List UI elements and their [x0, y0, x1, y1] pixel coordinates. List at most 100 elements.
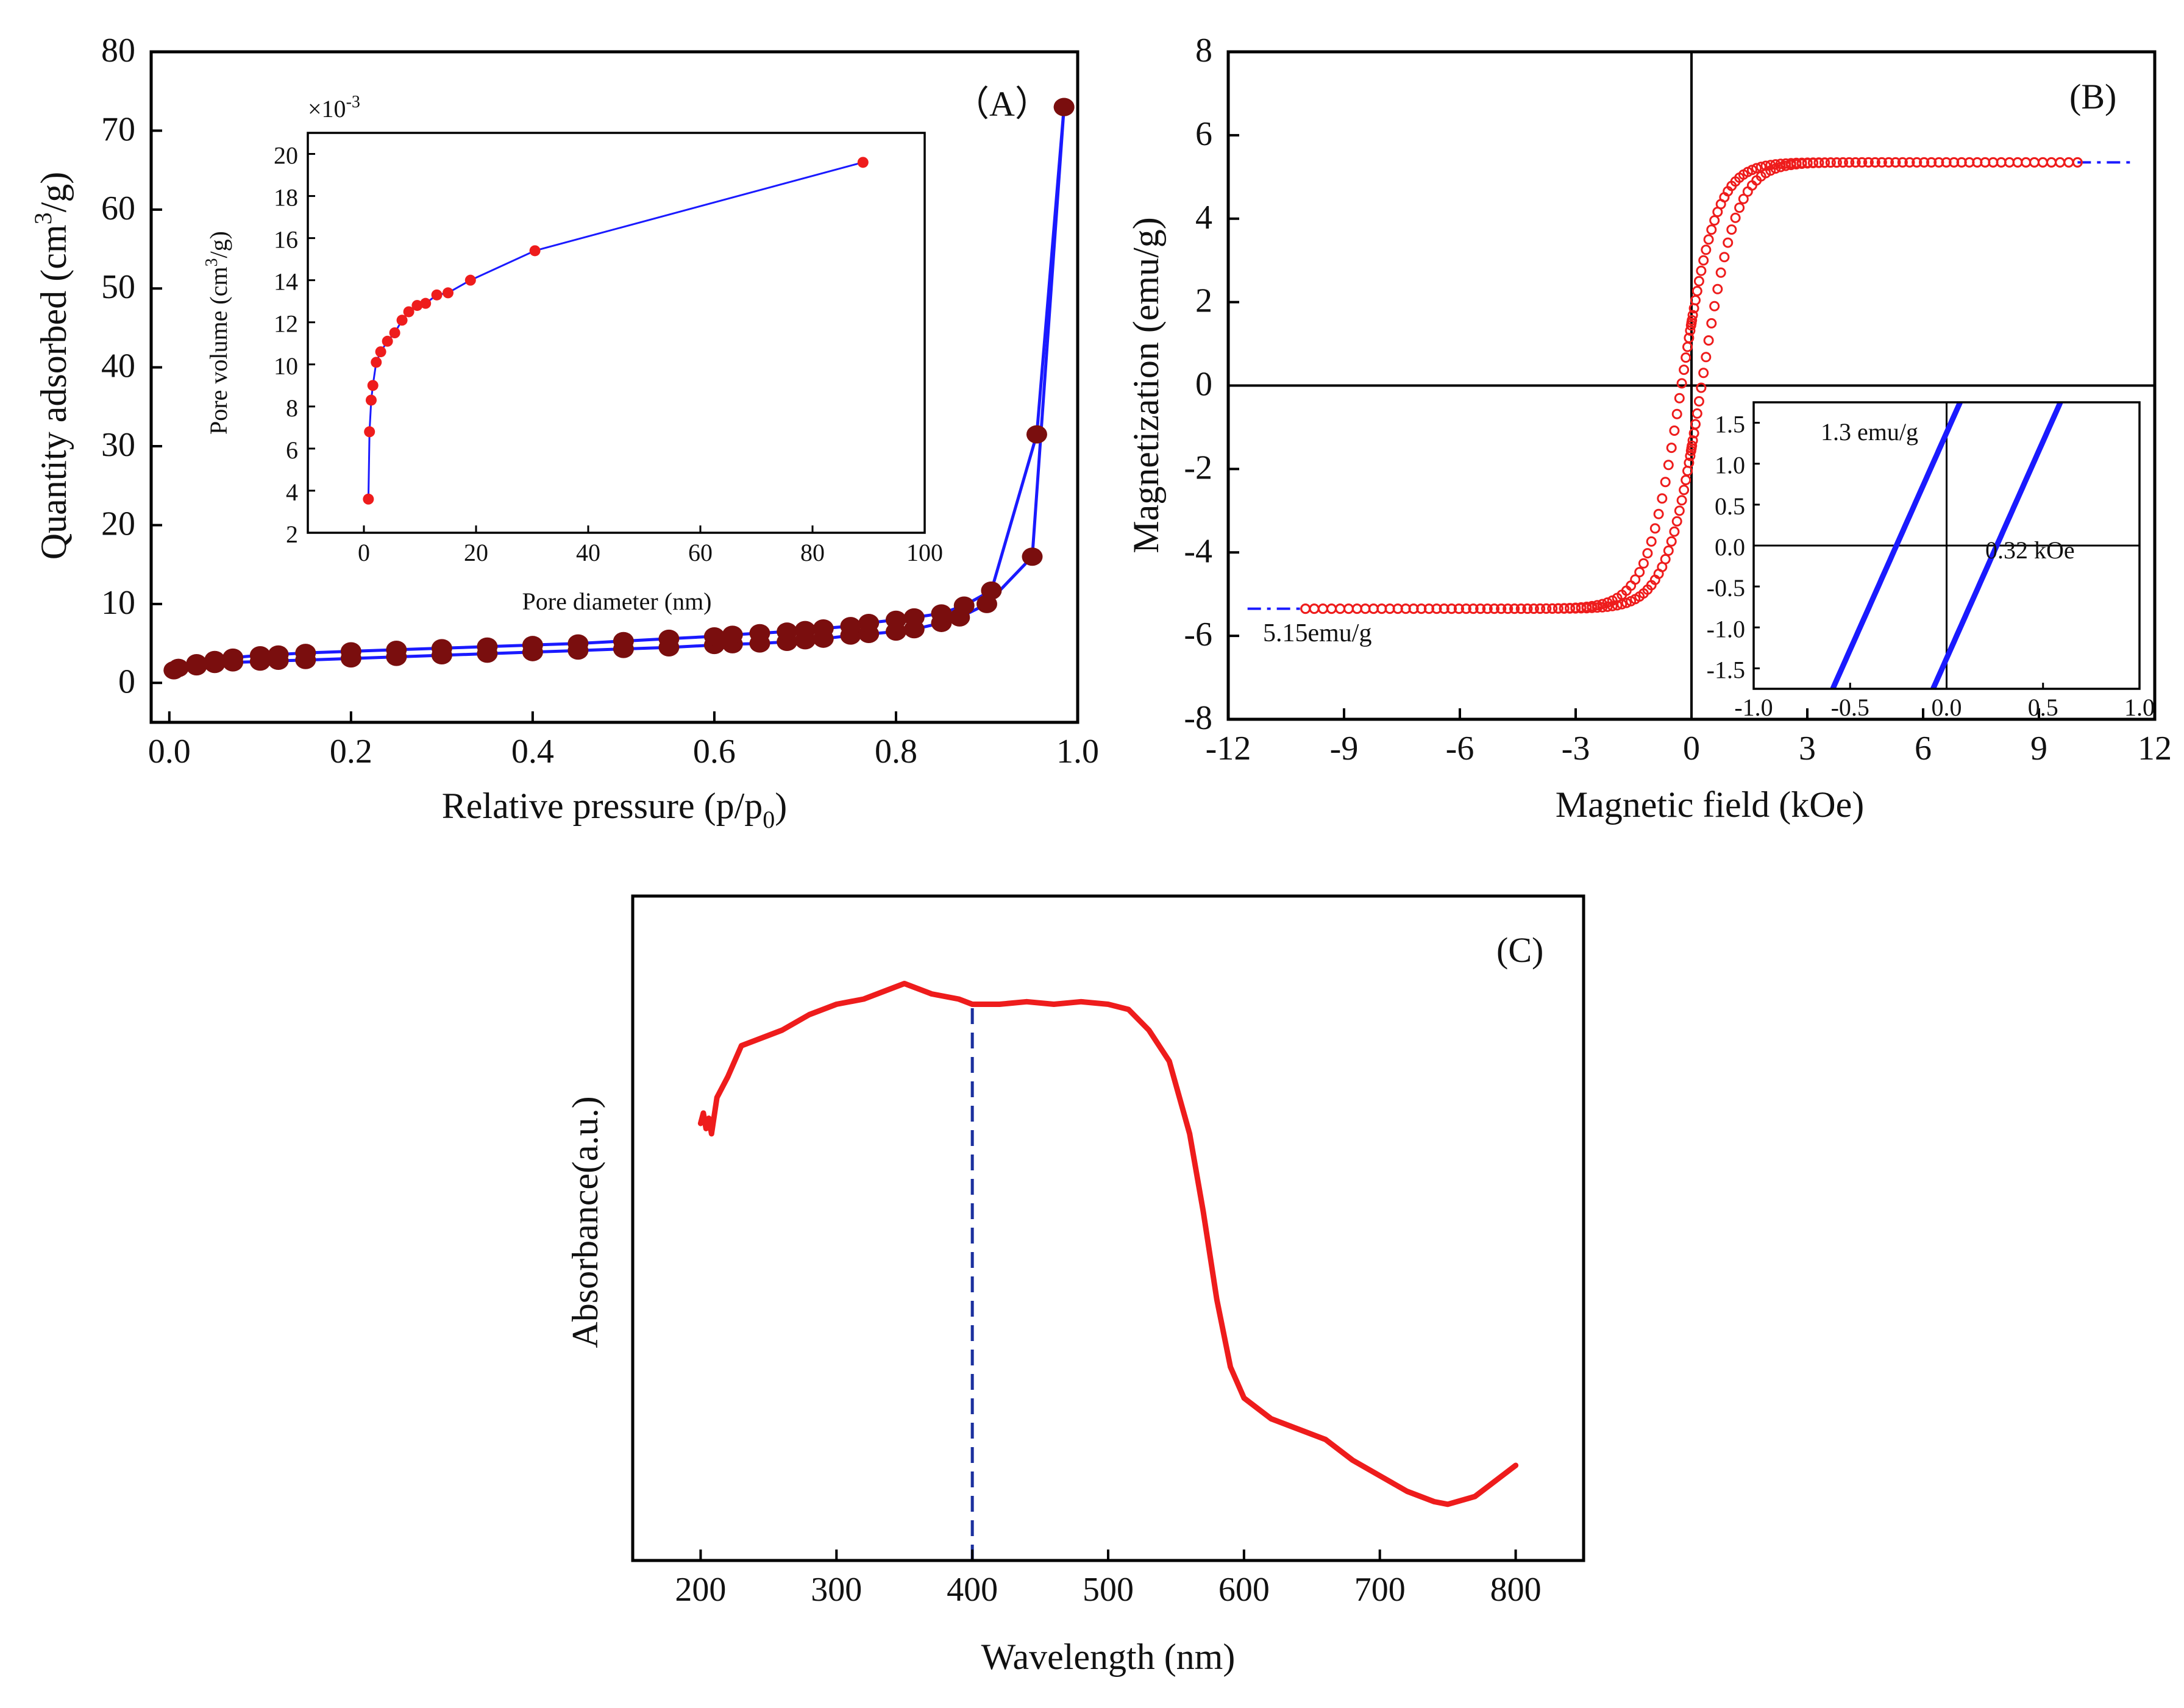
- panel-b-x-tick-label: 9: [2030, 730, 2047, 767]
- panel-b-ascending-point: [1775, 162, 1786, 173]
- panel-a-desorption-point: [431, 639, 452, 658]
- panel-b-ascending-point: [1703, 335, 1714, 346]
- panel-a-desorption-point: [722, 625, 743, 644]
- panel-c-y-title: Absorbance(a.u.): [565, 1096, 605, 1348]
- panel-b-ascending-point: [1863, 157, 1874, 168]
- panel-b-y-tick-label: -8: [1184, 699, 1212, 737]
- panel-b-descending-point: [1679, 365, 1690, 375]
- panel-a-inset-x-title: Pore diameter (nm): [522, 588, 712, 615]
- panel-b-descending-point: [1770, 159, 1781, 170]
- panel-a-y-tick-label: 40: [101, 347, 135, 385]
- panel-b-inset-y-tick-label: 0.0: [1715, 533, 1745, 561]
- panel-b-ascending-point: [1439, 603, 1449, 614]
- panel-a-desorption-point: [249, 646, 271, 664]
- panel-c-x-tick-label: 800: [1490, 1571, 1542, 1609]
- panel-a-desorption-point: [1053, 98, 1075, 116]
- panel-a-inset-y-tick-label: 6: [286, 436, 298, 464]
- panel-a-desorption-point: [658, 629, 680, 648]
- panel-a-inset-y-tick-label: 8: [286, 394, 298, 422]
- panel-a-inset-x-tick-label: 0: [358, 539, 370, 566]
- panel-b-ascending-point: [1825, 157, 1836, 168]
- panel-b-ascending-point: [1709, 301, 1720, 311]
- panel-a-y-tick-label: 60: [101, 190, 135, 227]
- panel-b-descending-point: [1660, 477, 1671, 488]
- panel-b-descending-point: [1676, 378, 1687, 389]
- panel-a-inset-y-tick-label: 4: [286, 479, 298, 506]
- panel-c-x-tick-label: 300: [811, 1571, 862, 1609]
- panel-b-ascending-point: [1535, 603, 1546, 614]
- panel-a-desorption-point: [931, 604, 952, 623]
- panel-a-inset-x-tick-label: 60: [688, 539, 713, 566]
- panel-b-inset-y-tick-label: -0.5: [1707, 574, 1745, 602]
- panel-b-ascending-point: [1565, 603, 1575, 614]
- panel-a-desorption-point: [522, 636, 543, 655]
- panel-a-inset-y-tick-label: 12: [274, 310, 298, 338]
- panel-b-descending-point: [1669, 425, 1680, 436]
- panel-b-ascending-point: [1576, 603, 1587, 614]
- panel-b-y-tick-label: 6: [1195, 115, 1212, 153]
- panel-c-x-title: Wavelength (nm): [981, 1637, 1236, 1677]
- panel-b-ascending-point: [1475, 603, 1486, 614]
- panel-b-ascending-point: [1808, 158, 1818, 168]
- panel-a-desorption-point: [613, 632, 634, 650]
- panel-b-y-tick-label: 8: [1195, 32, 1212, 69]
- panel-a-x-tick-label: 0.0: [148, 733, 191, 770]
- panel-a-y-tick-label: 10: [101, 584, 135, 622]
- panel-b-ascending-point: [1592, 602, 1602, 613]
- panel-a-desorption-point: [794, 621, 816, 639]
- panel-b-ascending-point: [1489, 603, 1499, 614]
- panel-b-ascending-point: [1541, 603, 1552, 614]
- panel-b-ascending-point: [1890, 157, 1901, 168]
- panel-b-descending-point: [1663, 460, 1674, 471]
- panel-a-desorption-point: [903, 608, 925, 627]
- panel-a-inset-background: [308, 133, 925, 533]
- panel-b-inset-y-tick-label: -1.5: [1707, 656, 1745, 683]
- panel-a-y-tick-label: 80: [101, 32, 135, 69]
- panel-a-desorption-point: [340, 642, 361, 661]
- panel-b-ascending-point: [1765, 165, 1776, 176]
- panel-a-inset-y-tick-label: 18: [274, 184, 298, 212]
- panel-c-label: (C): [1496, 930, 1543, 970]
- panel-a-desorption-point: [703, 627, 725, 646]
- panel-a-inset-x-tick-label: 80: [800, 539, 825, 566]
- panel-a-x-tick-label: 1.0: [1056, 733, 1099, 770]
- panel-a-x-title: Relative pressure (p/p0): [442, 786, 787, 833]
- panel-b-ascending-point: [1431, 603, 1442, 614]
- panel-b-ascending-point: [1933, 157, 1944, 168]
- panel-b-ascending-point: [1468, 603, 1479, 614]
- panel-b-x-tick-label: 6: [1915, 730, 1932, 767]
- panel-b-ascending-point: [1883, 157, 1894, 168]
- panel-b-ascending-point: [1876, 157, 1887, 168]
- panel-b-descending-point: [1684, 332, 1695, 343]
- panel-a-inset-y-tick-label: 2: [286, 521, 298, 548]
- panel-b-y-title: Magnetization (emu/g): [1126, 217, 1166, 553]
- panel-b: -12 -9 -6 -3 0 3 6 9 12 -8 -6 -4 -2 0 2 4 6 8 (B) 5.15emu…: [1126, 32, 2172, 825]
- panel-a-inset-frame: [307, 132, 926, 534]
- panel-c-x-tick-label: 400: [947, 1571, 998, 1609]
- panel-b-ascending-point: [1669, 526, 1680, 537]
- panel-c-x-tick-label: 200: [675, 1571, 726, 1609]
- panel-b-ascending-point: [1446, 603, 1457, 614]
- panel-b-ascending-point: [1671, 516, 1682, 527]
- panel-b-ascending-point: [1690, 419, 1701, 430]
- panel-a-desorption-point: [749, 624, 770, 642]
- panel-b-ascending-point: [1663, 545, 1674, 556]
- panel-a-inset-point: [382, 335, 393, 347]
- panel-b-ascending-point: [1684, 457, 1695, 468]
- panel-a-inset-point: [396, 315, 408, 326]
- panel-b-ascending-point: [1687, 435, 1698, 446]
- panel-a-y-tick-label: 30: [101, 426, 135, 464]
- panel-b-ascending-point: [1666, 536, 1677, 547]
- panel-b-ascending-point: [1660, 553, 1671, 564]
- panel-b-descending-point: [1630, 574, 1641, 585]
- panel-b-ascending-point: [1597, 602, 1608, 613]
- panel-a-inset-y-tick-label: 20: [274, 142, 298, 169]
- panel-b-ascending-point: [1453, 603, 1464, 614]
- panel-b-descending-point: [1681, 352, 1691, 363]
- panel-b-inset-y-tick-label: -1.0: [1707, 615, 1745, 642]
- panel-b-ascending-point: [1587, 602, 1598, 613]
- panel-b-ascending-point: [1723, 237, 1734, 248]
- panel-b-ascending-point: [1691, 408, 1702, 419]
- panel-a-inset-point: [364, 426, 375, 438]
